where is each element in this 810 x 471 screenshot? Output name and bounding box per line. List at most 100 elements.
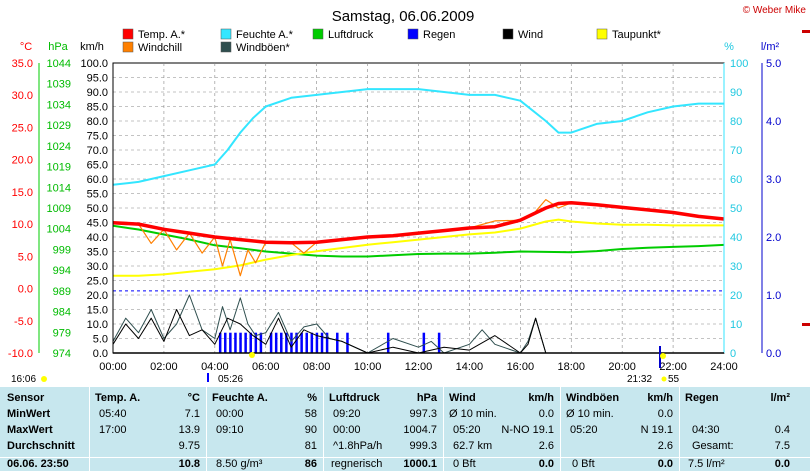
rain-bar (295, 332, 298, 353)
humidity-value: 58 (304, 408, 317, 420)
rain-bar (300, 332, 303, 353)
legend-label: Wind (518, 29, 543, 41)
legend-swatch (312, 28, 324, 40)
legend-label: Feuchte A.* (236, 29, 294, 41)
pressure-trend: ^1.8hPa/h (333, 440, 383, 452)
humidity-tick-label: 70 (730, 145, 742, 157)
pressure-tick-label: 1004 (47, 224, 71, 236)
legend-label: Windchill (138, 42, 182, 54)
rain-value: 7.5 (774, 440, 790, 452)
header-pressure-unit: hPa (416, 392, 437, 404)
legend-swatch (220, 28, 232, 40)
gust-desc: Ø 10 min. (566, 408, 614, 420)
legend-label: Regen (423, 29, 455, 41)
rain-tick-label: 1.0 (766, 290, 781, 302)
wind-value: 0.0 (538, 408, 554, 420)
rain-bar (346, 332, 349, 353)
humidity-tick-label: 100 (730, 58, 748, 70)
row-divider (0, 457, 810, 458)
pressure-tick-label: 1034 (47, 99, 71, 111)
wind-tick-label: 85.0 (87, 102, 108, 114)
rain-bar (336, 332, 339, 353)
temp-tick-label: 0.0 (18, 284, 33, 296)
gust-direction: N 19.1 (640, 424, 673, 436)
wind-tick-label: 90.0 (87, 87, 108, 99)
humidity-value: 90 (304, 424, 317, 436)
wind-tick-label: 35.0 (87, 247, 108, 259)
series-lines (112, 88, 725, 354)
edge-mark (802, 30, 810, 33)
temperature-line (112, 201, 725, 245)
row-label: MinWert (7, 408, 51, 420)
x-tick-label: 08:00 (303, 361, 331, 373)
humidity-time: 00:00 (216, 408, 244, 420)
legend-swatch (122, 28, 134, 40)
pressure-tick-label: 1039 (47, 79, 71, 91)
wind-tick-label: 80.0 (87, 116, 108, 128)
pressure-tick-label: 994 (53, 265, 71, 277)
sunrise-marker (207, 373, 209, 382)
edge-mark (802, 323, 810, 326)
rain-time: 04:30 (692, 424, 720, 436)
pressure-time: 00:00 (333, 424, 361, 436)
legend-swatch (596, 28, 608, 40)
moon-dot (661, 376, 667, 382)
column-divider (206, 387, 207, 471)
pressure-axis-unit: hPa (48, 41, 68, 53)
wind-tick-label: 60.0 (87, 174, 108, 186)
x-tick-label: 20:00 (608, 361, 636, 373)
weather-tendency: regnerisch (331, 458, 383, 470)
header-wind-unit: km/h (528, 392, 554, 404)
rain-current: 0.0 (774, 458, 790, 470)
legend-swatch (407, 28, 419, 40)
pressure-value: 1004.7 (403, 424, 437, 436)
rain-tick-label: 2.0 (766, 232, 781, 244)
rain-bar (218, 332, 222, 353)
rain-tick-label: 5.0 (766, 58, 781, 70)
rain-bar (224, 332, 227, 353)
wind-axis-unit: km/h (80, 41, 104, 53)
row-label: Durchschnitt (7, 440, 75, 452)
wind-tick-label: 0.0 (93, 348, 108, 360)
pressure-tick-label: 1024 (47, 141, 71, 153)
sun-dot (41, 376, 47, 382)
x-tick-label: 04:00 (201, 361, 229, 373)
rain-bar (315, 332, 319, 353)
legend-label: Windböen* (236, 42, 291, 54)
header-humidity: Feuchte A. (212, 392, 268, 404)
rain-bar (305, 332, 308, 353)
rain-bar (244, 332, 247, 353)
pressure-tick-label: 974 (53, 348, 71, 360)
pressure-tick-label: 989 (53, 286, 71, 298)
rain-axis-unit: l/m² (761, 41, 780, 53)
stats-table: Sensor Temp. A. °C Feuchte A. % Luftdruc… (0, 387, 810, 471)
wind-tick-label: 45.0 (87, 218, 108, 230)
header-wind: Wind (449, 392, 476, 404)
humidity-value: 81 (304, 440, 317, 452)
pressure-current: 1000.1 (403, 458, 437, 470)
x-tick-label: 02:00 (150, 361, 178, 373)
x-tick-label: 00:00 (99, 361, 127, 373)
rain-bar (274, 332, 278, 353)
temp-tick-label: -10.0 (8, 348, 33, 360)
pressure-tick-label: 1014 (47, 182, 71, 194)
absolute-humidity: 8.50 g/m³ (216, 458, 263, 470)
header-temp: Temp. A. (95, 392, 141, 404)
temp-tick-label: 35.0 (12, 58, 33, 70)
wind-tick-label: 30.0 (87, 261, 108, 273)
header-sensor: Sensor (7, 392, 45, 404)
temp-value: 13.9 (178, 424, 200, 436)
temp-time: 05:40 (99, 408, 127, 420)
wind-tick-label: 50.0 (87, 203, 108, 215)
wind-tick-label: 25.0 (87, 276, 108, 288)
gust-beaufort: 0 Bft (572, 458, 595, 470)
pressure-value: 997.3 (409, 408, 437, 420)
column-divider (560, 387, 561, 471)
gust-line (112, 294, 724, 354)
wind-beaufort: 0 Bft (453, 458, 476, 470)
pressure-tick-label: 1009 (47, 203, 71, 215)
wind-desc: Ø 10 min. (449, 408, 497, 420)
rain-total: 7.5 l/m² (688, 458, 725, 470)
pressure-tick-label: 1029 (47, 120, 71, 132)
humidity-tick-label: 80 (730, 116, 742, 128)
